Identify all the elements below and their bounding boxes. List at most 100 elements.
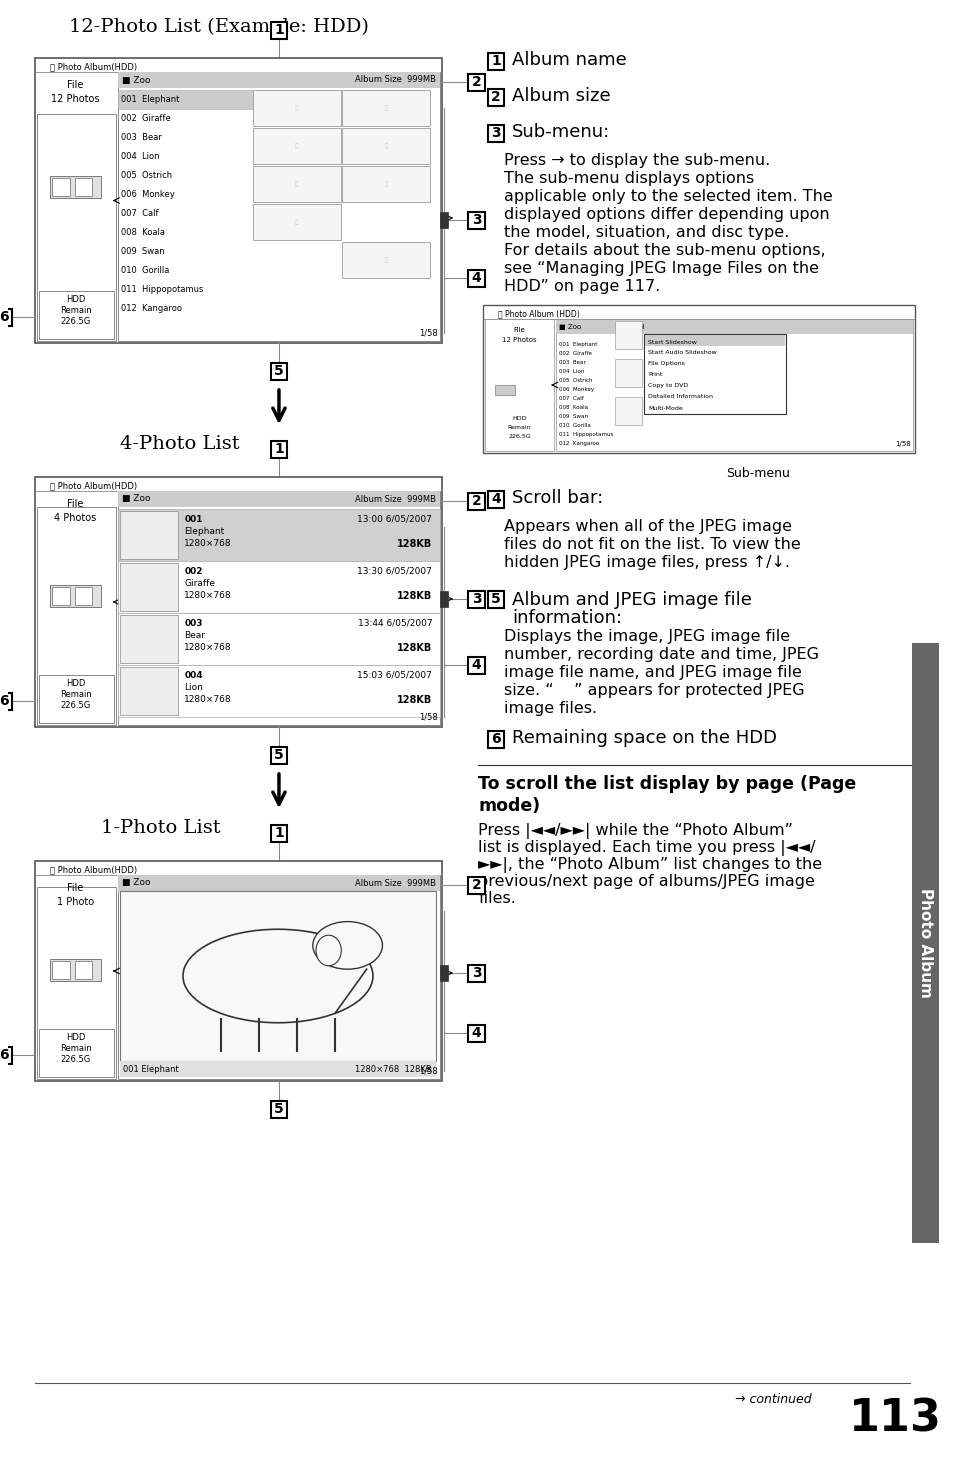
Bar	[117, 73, 439, 341]
Text: 009  Swan: 009 Swan	[558, 414, 587, 420]
Ellipse shape	[313, 921, 382, 970]
Bar	[342, 166, 430, 202]
Text: 13:00 6/05/2007: 13:00 6/05/2007	[357, 515, 432, 523]
Text: 113: 113	[848, 1398, 941, 1441]
Text: ■ Zoo: ■ Zoo	[121, 878, 150, 887]
Text: 12 Photos: 12 Photos	[51, 93, 100, 104]
Bar	[50, 584, 101, 607]
Text: 1-Photo List: 1-Photo List	[100, 819, 220, 836]
Text: ⬛: ⬛	[384, 144, 387, 148]
Text: 1: 1	[491, 53, 500, 68]
Ellipse shape	[315, 936, 341, 965]
Text: 007  Calf: 007 Calf	[558, 396, 583, 400]
Text: 1280×768: 1280×768	[184, 592, 232, 601]
Bar	[39, 675, 113, 724]
Bar	[35, 478, 441, 727]
Ellipse shape	[183, 930, 373, 1023]
Text: 2: 2	[491, 90, 500, 104]
Bar	[117, 561, 439, 612]
Bar	[253, 166, 340, 202]
Text: 004  Lion: 004 Lion	[120, 151, 159, 162]
Bar	[117, 491, 439, 725]
Text: HDD: HDD	[512, 417, 526, 421]
Text: 4-Photo List: 4-Photo List	[120, 435, 239, 452]
Text: Sub-menu:: Sub-menu:	[511, 123, 609, 141]
Bar	[119, 564, 178, 611]
Text: 001  Elephant: 001 Elephant	[120, 95, 179, 104]
Text: 226.5G: 226.5G	[508, 435, 531, 439]
Text: Al: Al	[639, 323, 645, 331]
Text: ⬛: ⬛	[294, 144, 298, 148]
Bar	[37, 114, 115, 341]
Text: 003  Bear: 003 Bear	[558, 360, 585, 365]
Text: 010  Gorilla: 010 Gorilla	[120, 265, 169, 274]
Bar	[271, 21, 287, 39]
Text: 1/58: 1/58	[419, 328, 437, 337]
Text: File: File	[514, 326, 525, 334]
Text: 4: 4	[471, 658, 481, 672]
Bar	[556, 319, 912, 451]
Bar	[487, 731, 504, 747]
Text: 008  Koala: 008 Koala	[558, 405, 587, 409]
Text: 006  Monkey: 006 Monkey	[120, 190, 174, 199]
Bar	[117, 664, 439, 716]
Text: 002: 002	[184, 567, 203, 575]
Text: ⎗ Photo Album(HDD): ⎗ Photo Album(HDD)	[50, 480, 137, 489]
Bar	[35, 862, 441, 1081]
Text: Detailed Information: Detailed Information	[647, 394, 712, 399]
Bar	[117, 509, 439, 561]
Text: files do not fit on the list. To view the: files do not fit on the list. To view th…	[503, 537, 800, 552]
Bar	[487, 491, 504, 507]
Bar	[483, 305, 914, 452]
Text: 002  Giraffe: 002 Giraffe	[120, 114, 171, 123]
Text: 2: 2	[471, 878, 481, 891]
Text: applicable only to the selected item. The: applicable only to the selected item. Th…	[503, 188, 832, 205]
Text: 5: 5	[274, 1102, 284, 1117]
Text: 1 Photo: 1 Photo	[57, 897, 94, 908]
Text: 1: 1	[274, 24, 284, 37]
Text: 1280×768: 1280×768	[184, 538, 232, 549]
Text: 005  Ostrich: 005 Ostrich	[558, 378, 592, 383]
Bar	[74, 587, 92, 605]
Text: 012  Kangaroo: 012 Kangaroo	[120, 304, 181, 313]
Text: 1280×768: 1280×768	[184, 644, 232, 653]
Bar	[35, 58, 441, 343]
Text: File: File	[68, 498, 84, 509]
Text: previous/next page of albums/JPEG image: previous/next page of albums/JPEG image	[478, 873, 815, 888]
Bar	[439, 592, 448, 607]
Bar	[614, 397, 641, 426]
Text: hidden JPEG image files, press ↑/↓.: hidden JPEG image files, press ↑/↓.	[503, 555, 789, 569]
Text: 3: 3	[471, 965, 481, 980]
Text: information:: information:	[511, 610, 621, 627]
Text: Print: Print	[647, 372, 661, 378]
Bar	[0, 693, 12, 709]
Text: 2: 2	[471, 76, 481, 89]
Text: 008  Koala: 008 Koala	[120, 228, 165, 237]
Bar	[271, 440, 287, 457]
Bar	[468, 590, 484, 608]
Text: Remaining space on the HDD: Remaining space on the HDD	[511, 730, 776, 747]
Text: list is displayed. Each time you press |◄◄/: list is displayed. Each time you press |…	[478, 839, 815, 856]
Text: files.: files.	[478, 891, 516, 906]
Bar	[556, 320, 912, 334]
Bar	[117, 875, 439, 1080]
Text: Remain: Remain	[507, 426, 531, 430]
Text: 009  Swan: 009 Swan	[120, 248, 164, 257]
Bar	[487, 125, 504, 141]
Text: 12 Photos: 12 Photos	[502, 337, 537, 343]
Text: 128KB: 128KB	[396, 644, 432, 653]
Text: 13:30 6/05/2007: 13:30 6/05/2007	[357, 567, 432, 575]
Bar	[117, 491, 439, 507]
Text: 010  Gorilla: 010 Gorilla	[558, 423, 590, 429]
Bar	[117, 73, 439, 87]
Bar	[485, 319, 554, 451]
Bar	[468, 492, 484, 510]
Text: File: File	[68, 882, 84, 893]
Text: For details about the sub-menu options,: For details about the sub-menu options,	[503, 243, 824, 258]
Text: File Options: File Options	[647, 362, 684, 366]
Bar	[468, 74, 484, 90]
Text: 1280×768  128KB: 1280×768 128KB	[355, 1065, 431, 1074]
Bar	[253, 205, 340, 240]
Bar	[487, 590, 504, 608]
Bar	[271, 362, 287, 380]
